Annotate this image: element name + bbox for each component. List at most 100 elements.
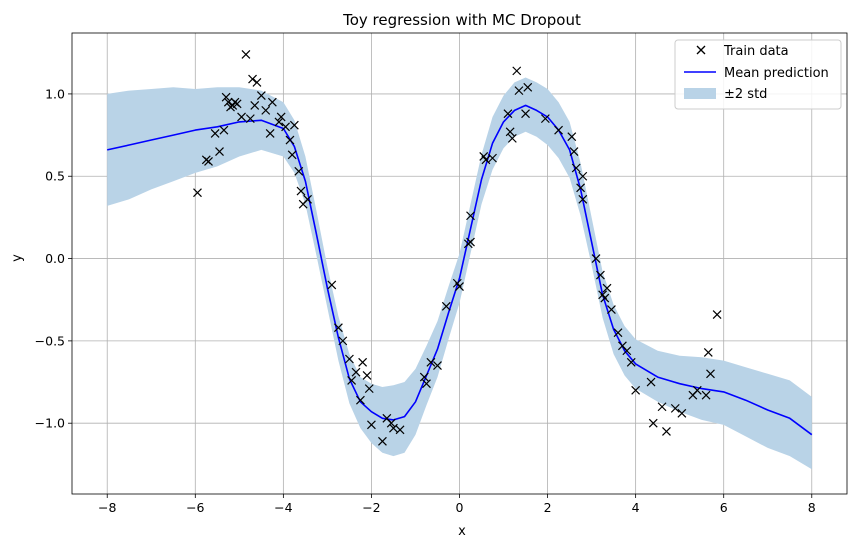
train-data-point xyxy=(287,150,297,160)
legend-train-label: Train data xyxy=(723,44,789,59)
x-axis-label: x xyxy=(458,524,466,539)
legend: Train data Mean prediction ±2 std xyxy=(674,39,842,110)
legend-mean-label: Mean prediction xyxy=(724,66,829,81)
x-tick-label: 6 xyxy=(720,500,728,515)
chart-title: Toy regression with MC Dropout xyxy=(342,11,581,29)
train-data-point xyxy=(514,86,524,96)
train-data-layer xyxy=(193,49,722,446)
train-data-point xyxy=(395,425,405,435)
train-data-point xyxy=(466,211,475,221)
train-data-point xyxy=(626,357,636,367)
train-data-point xyxy=(613,328,623,338)
train-data-point xyxy=(571,163,581,173)
train-data-point xyxy=(327,280,337,290)
train-data-point xyxy=(250,101,260,110)
train-data-point xyxy=(567,132,577,142)
train-data-point xyxy=(223,97,233,107)
train-data-point xyxy=(578,194,588,204)
train-data-point xyxy=(591,254,601,263)
train-data-point xyxy=(364,384,374,394)
y-tick-label: 0.0 xyxy=(45,251,65,266)
train-data-point xyxy=(248,74,257,84)
train-data-point xyxy=(219,125,229,135)
train-data-point xyxy=(276,112,286,122)
train-data-point xyxy=(241,49,251,59)
x-tick-label: −6 xyxy=(186,500,204,515)
train-data-point xyxy=(703,347,713,357)
train-data-point xyxy=(344,354,354,364)
train-data-point xyxy=(338,336,348,346)
train-data-point xyxy=(378,436,387,446)
y-tick-label: −0.5 xyxy=(35,333,65,348)
train-data-point xyxy=(303,194,313,204)
y-tick-label: 0.5 xyxy=(45,169,65,184)
train-data-point xyxy=(232,99,242,109)
train-data-point xyxy=(578,171,588,181)
x-tick-label: 4 xyxy=(632,500,640,515)
x-tick-label: 2 xyxy=(544,500,552,515)
train-data-point xyxy=(426,357,436,367)
train-data-point xyxy=(252,77,262,87)
train-data-point xyxy=(521,109,530,119)
train-data-point xyxy=(712,310,722,319)
train-data-point xyxy=(701,390,711,400)
train-data-point xyxy=(296,186,306,196)
legend-band-patch-icon xyxy=(684,88,716,99)
train-data-point xyxy=(706,369,715,379)
train-data-point xyxy=(389,423,398,433)
train-data-point xyxy=(569,147,579,156)
train-data-point xyxy=(193,188,202,198)
train-data-point xyxy=(622,346,632,356)
train-data-point xyxy=(245,114,255,124)
x-tick-label: 8 xyxy=(808,500,816,515)
train-data-point xyxy=(505,127,515,137)
uncertainty-band xyxy=(107,77,812,470)
train-data-point xyxy=(554,125,564,135)
train-data-point xyxy=(602,283,612,293)
train-data-point xyxy=(261,105,271,115)
train-data-point xyxy=(210,129,220,138)
train-data-point xyxy=(358,357,368,367)
train-data-point xyxy=(433,361,442,371)
train-data-point xyxy=(367,420,376,430)
train-data-point xyxy=(267,97,277,107)
train-data-point xyxy=(576,183,586,193)
x-tick-label: 0 xyxy=(456,500,464,515)
train-data-point xyxy=(386,418,396,428)
train-data-point xyxy=(362,371,372,380)
legend-train-marker-icon xyxy=(696,45,706,55)
train-data-point xyxy=(503,109,513,119)
x-tick-label: −2 xyxy=(362,500,380,515)
train-data-point xyxy=(646,377,656,387)
train-data-point xyxy=(600,293,610,303)
y-tick-label: −1.0 xyxy=(35,416,65,431)
train-data-point xyxy=(507,133,517,143)
train-data-point xyxy=(215,147,224,156)
train-data-point xyxy=(265,129,275,138)
train-data-point xyxy=(351,367,361,377)
train-data-point xyxy=(631,385,641,395)
train-data-point xyxy=(512,66,522,76)
train-data-point xyxy=(422,379,431,389)
train-data-point xyxy=(347,375,357,385)
ticks-layer: −8 −6 −4 −2 0 2 4 6 8 −1.0 −0.5 0.0 0.5 1.0 xyxy=(35,86,816,515)
train-data-point xyxy=(237,112,246,122)
train-data-point xyxy=(333,323,343,333)
train-data-point xyxy=(677,408,687,418)
train-data-point xyxy=(606,305,616,315)
train-data-point xyxy=(595,270,605,280)
train-data-point xyxy=(274,117,284,127)
uncertainty-band-layer xyxy=(107,77,812,470)
train-data-point xyxy=(692,385,702,395)
train-data-point xyxy=(466,237,475,247)
train-data-point xyxy=(540,114,550,124)
legend-band-label: ±2 std xyxy=(724,87,767,102)
y-tick-label: 1.0 xyxy=(45,86,65,101)
train-data-point xyxy=(523,82,533,92)
train-data-point xyxy=(221,92,231,102)
train-data-point xyxy=(441,301,451,311)
train-data-point xyxy=(648,418,658,428)
train-data-point xyxy=(455,282,464,291)
train-data-point xyxy=(419,372,429,382)
